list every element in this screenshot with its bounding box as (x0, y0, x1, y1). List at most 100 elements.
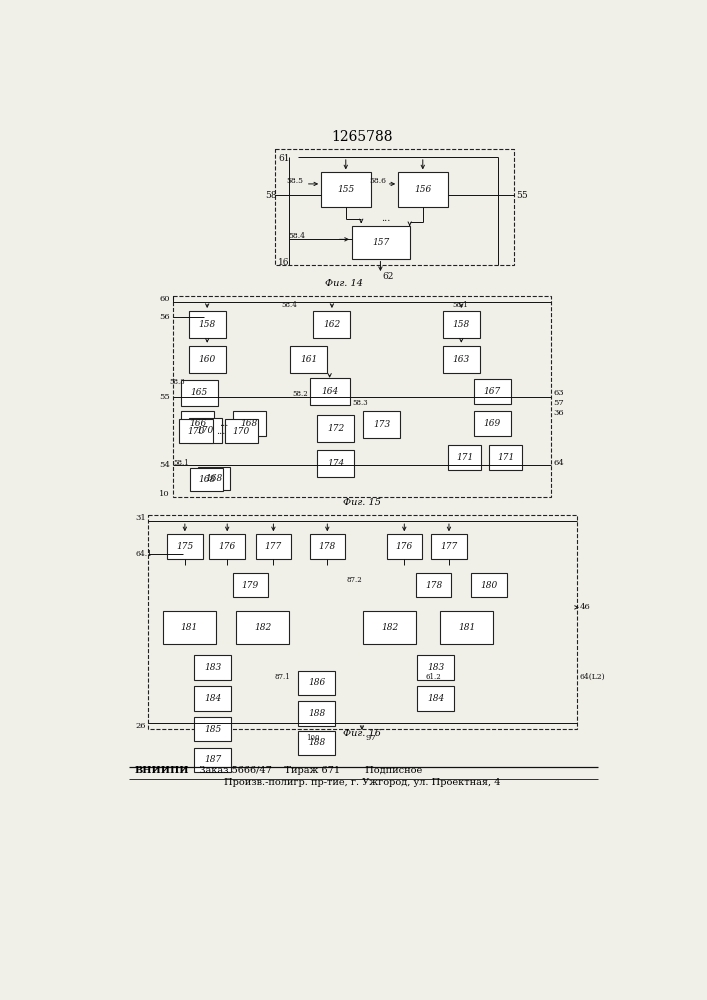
Bar (189, 346, 226, 373)
Text: 166: 166 (189, 419, 206, 428)
Text: Фиг. 14: Фиг. 14 (325, 279, 363, 288)
Text: 10: 10 (160, 490, 170, 498)
Bar (417, 655, 455, 680)
Bar (448, 445, 481, 470)
Text: 167: 167 (484, 387, 501, 396)
Text: 172: 172 (327, 424, 344, 433)
Text: 160: 160 (199, 355, 216, 364)
Bar (256, 534, 291, 559)
Text: 64.1: 64.1 (136, 550, 153, 558)
Text: 184: 184 (427, 694, 445, 703)
Text: 1265788: 1265788 (331, 130, 392, 144)
Text: 58: 58 (265, 191, 276, 200)
Text: 168: 168 (206, 474, 223, 483)
Bar (233, 411, 266, 436)
Bar (417, 686, 455, 711)
Text: Произв.-полигр. пр-тие, г. Ужгород, ул. Проектная, 4: Произв.-полигр. пр-тие, г. Ужгород, ул. … (223, 778, 501, 787)
Text: Фиг. 15: Фиг. 15 (343, 498, 381, 507)
Bar (363, 611, 416, 644)
Text: 175: 175 (176, 542, 194, 551)
Text: 57: 57 (554, 399, 564, 407)
Bar (148, 515, 577, 729)
Text: 58.3: 58.3 (352, 399, 368, 407)
Text: 155: 155 (337, 185, 355, 194)
Text: 174: 174 (327, 459, 344, 468)
Text: 176: 176 (396, 542, 413, 551)
Text: 158: 158 (199, 320, 216, 329)
Text: 161: 161 (300, 355, 317, 364)
Bar (275, 149, 514, 265)
Bar (398, 172, 448, 207)
Text: 31: 31 (136, 514, 146, 522)
Text: 58.3: 58.3 (170, 378, 185, 386)
Text: 58.1: 58.1 (452, 301, 468, 309)
Bar (236, 611, 288, 644)
Text: 173: 173 (373, 420, 390, 429)
Bar (443, 346, 480, 373)
Text: 171: 171 (456, 453, 474, 462)
Text: 184: 184 (204, 694, 221, 703)
Text: 185: 185 (204, 725, 221, 734)
Text: 168: 168 (198, 475, 216, 484)
Text: 97: 97 (365, 734, 376, 742)
Bar (194, 748, 231, 772)
Text: 170: 170 (233, 427, 250, 436)
Text: 58.4: 58.4 (288, 232, 306, 239)
Bar (317, 415, 354, 442)
Text: 62: 62 (382, 272, 394, 281)
Bar (225, 419, 258, 443)
Text: Заказ 5666/47    Тираж 671        Подписное: Заказ 5666/47 Тираж 671 Подписное (190, 766, 423, 775)
Text: 187: 187 (204, 755, 221, 764)
Bar (472, 573, 507, 597)
Text: 162: 162 (323, 320, 341, 329)
Text: 61.2: 61.2 (425, 673, 441, 681)
Text: 179: 179 (242, 581, 259, 590)
Text: 58.2: 58.2 (293, 390, 308, 398)
Text: 171: 171 (497, 453, 514, 462)
Text: 182: 182 (254, 623, 271, 632)
Text: 186: 186 (308, 678, 325, 687)
Text: 168: 168 (240, 419, 258, 428)
Text: 46: 46 (580, 603, 590, 611)
Bar (387, 534, 422, 559)
Bar (321, 172, 371, 207)
Text: 63: 63 (554, 389, 564, 397)
Text: 60: 60 (160, 295, 170, 303)
Bar (190, 468, 223, 491)
Bar (198, 466, 230, 490)
Text: 36: 36 (554, 409, 564, 417)
Text: 170: 170 (197, 426, 214, 435)
Text: 177: 177 (440, 542, 457, 551)
Text: 176: 176 (218, 542, 236, 551)
Text: 181: 181 (458, 623, 475, 632)
Text: ...: ... (216, 427, 226, 436)
Bar (317, 450, 354, 477)
Text: 157: 157 (372, 238, 390, 247)
Text: 188: 188 (308, 738, 325, 747)
Text: 181: 181 (181, 623, 198, 632)
Bar (181, 380, 218, 406)
Text: 87.2: 87.2 (346, 576, 362, 584)
Text: 183: 183 (204, 663, 221, 672)
Text: 55: 55 (160, 393, 170, 401)
Bar (194, 717, 231, 741)
Bar (209, 534, 245, 559)
Bar (310, 378, 350, 405)
Bar (440, 611, 493, 644)
Bar (167, 534, 203, 559)
Bar (180, 419, 213, 443)
Bar (352, 226, 409, 259)
Bar (163, 611, 216, 644)
Bar (474, 379, 510, 404)
Text: 55: 55 (516, 191, 527, 200)
Bar (431, 534, 467, 559)
Text: 26: 26 (136, 722, 146, 730)
Text: 54: 54 (160, 461, 170, 469)
Bar (474, 411, 510, 436)
Text: 177: 177 (265, 542, 282, 551)
Text: 58.1: 58.1 (173, 459, 189, 467)
Text: 188: 188 (308, 709, 325, 718)
Text: 156: 156 (414, 185, 432, 194)
Bar (291, 346, 327, 373)
Text: ...: ... (381, 214, 390, 223)
